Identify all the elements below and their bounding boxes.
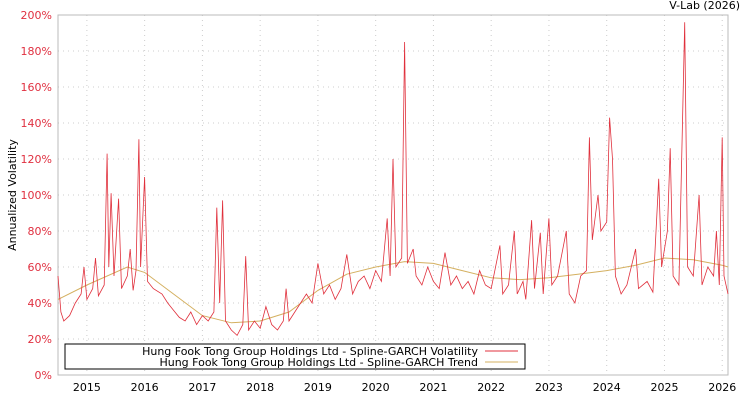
y-tick-label: 180%: [21, 45, 52, 58]
x-tick-label: 2022: [477, 381, 505, 394]
y-tick-label: 160%: [21, 81, 52, 94]
y-tick-label: 80%: [28, 225, 52, 238]
y-tick-label: 100%: [21, 189, 52, 202]
legend-volatility-label: Hung Fook Tong Group Holdings Ltd - Spli…: [142, 345, 478, 358]
x-tick-label: 2016: [131, 381, 159, 394]
plot-frame: [57, 14, 729, 376]
x-tick-label: 2024: [593, 381, 621, 394]
y-axis-label: Annualized Volatility: [6, 139, 19, 251]
x-tick-label: 2019: [304, 381, 332, 394]
y-tick-label: 140%: [21, 117, 52, 130]
x-tick-label: 2018: [246, 381, 274, 394]
x-tick-label: 2017: [188, 381, 216, 394]
x-tick-label: 2021: [419, 381, 447, 394]
y-tick-label: 200%: [21, 9, 52, 22]
legend: Hung Fook Tong Group Holdings Ltd - Spli…: [64, 343, 526, 370]
x-tick-label: 2020: [362, 381, 390, 394]
credit-label: V-Lab (2026): [669, 0, 740, 12]
x-tick-label: 2026: [708, 381, 736, 394]
x-tick-label: 2023: [535, 381, 563, 394]
y-tick-label: 60%: [28, 261, 52, 274]
y-tick-label: 40%: [28, 297, 52, 310]
trend-line: [57, 257, 729, 324]
legend-trend-label: Hung Fook Tong Group Holdings Ltd - Spli…: [159, 356, 478, 369]
volatility-line: [57, 22, 729, 337]
y-tick-label: 120%: [21, 153, 52, 166]
y-tick-label: 0%: [35, 369, 52, 382]
x-tick-label: 2015: [73, 381, 101, 394]
x-tick-label: 2025: [650, 381, 678, 394]
y-tick-label: 20%: [28, 333, 52, 346]
